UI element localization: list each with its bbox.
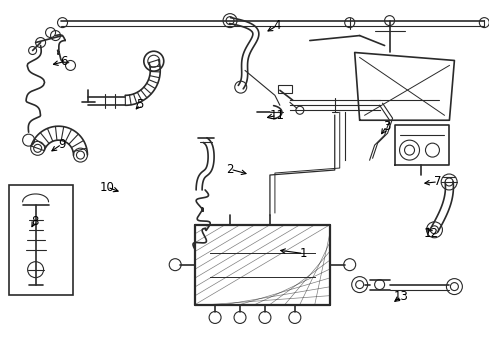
Text: 5: 5 [136,98,144,111]
Text: 11: 11 [270,109,284,122]
Text: 10: 10 [100,181,115,194]
Bar [278,85,292,93]
Text: 8: 8 [31,215,39,228]
Text: 6: 6 [60,55,68,68]
Text: 13: 13 [394,290,409,303]
Text: 3: 3 [383,120,391,133]
Text: 12: 12 [424,227,439,240]
Text: 9: 9 [58,138,66,150]
Text: 2: 2 [226,163,234,176]
Text: 7: 7 [434,175,442,188]
Bar [9,185,74,294]
Text: 4: 4 [273,19,280,32]
Text: 1: 1 [300,247,307,260]
